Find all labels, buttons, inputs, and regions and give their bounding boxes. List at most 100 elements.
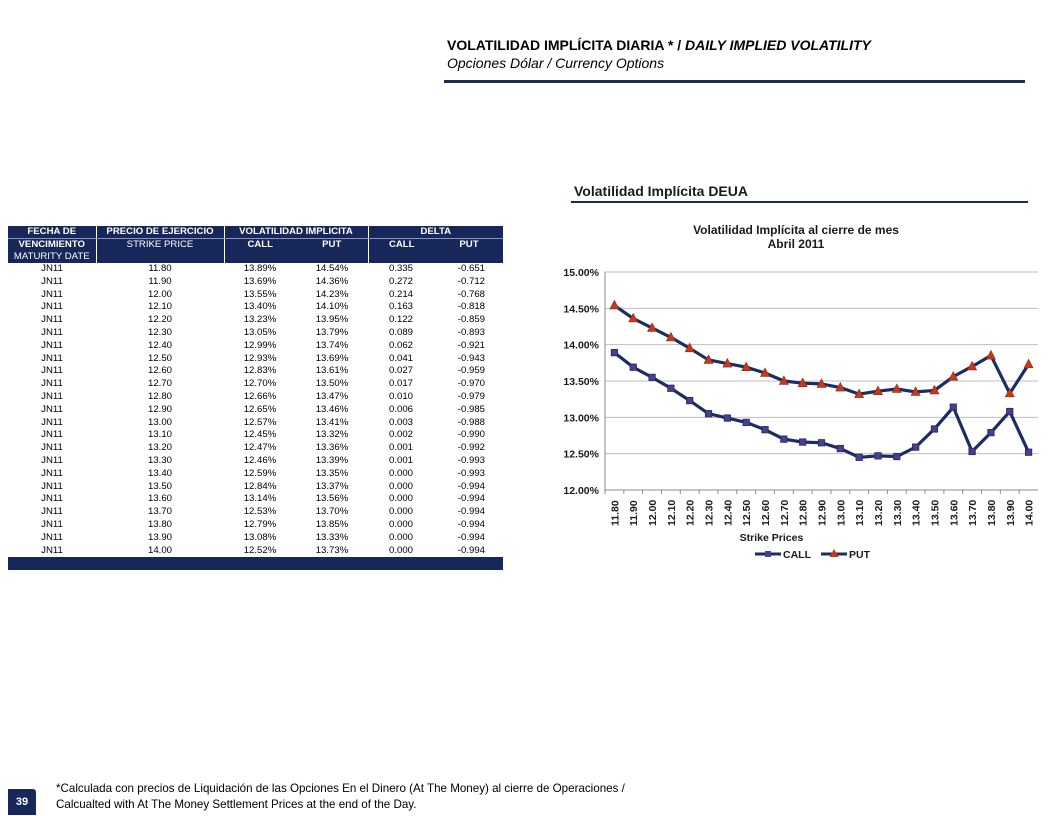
cell-strike: 13.70 (147, 506, 172, 518)
cell-delta-put: -0.993 (457, 454, 485, 466)
cell-delta-put: -0.970 (457, 378, 485, 390)
cell-vol-call: 12.45% (243, 429, 277, 441)
data-point-call (1006, 407, 1014, 416)
data-point-put (741, 361, 752, 371)
data-point-call (723, 414, 731, 422)
data-point-call (949, 403, 957, 411)
data-point-call (874, 452, 882, 460)
cell-strike: 12.70 (147, 378, 172, 390)
cell-vol-call: 12.47% (243, 442, 277, 454)
cell-strike: 12.00 (147, 288, 172, 300)
cell-maturity: JN11 (41, 531, 63, 543)
cell-maturity: JN11 (41, 288, 63, 300)
y-tick-label: 13.50% (563, 376, 599, 388)
data-point-call (893, 452, 901, 461)
cell-delta-put: -0.994 (457, 518, 485, 530)
cell-vol-call: 12.70% (243, 378, 277, 390)
header-delta-put: PUT (435, 238, 503, 251)
cell-vol-call: 12.99% (243, 339, 277, 351)
header-vol-put: PUT (296, 238, 368, 251)
footnote-line-2: Calcualted with At The Money Settlement … (56, 798, 417, 811)
cell-delta-call: 0.000 (389, 467, 414, 479)
cell-delta-put: -0.990 (457, 429, 485, 441)
table-row: JN11 13.70 12.53% 13.70% 0.000 -0.994 (8, 506, 503, 519)
y-tick-label: 14.50% (563, 303, 599, 315)
cell-vol-call: 12.66% (243, 390, 277, 402)
title-english: DAILY IMPLIED VOLATILITY (685, 37, 871, 53)
table-row: JN11 12.60 12.83% 13.61% 0.027 -0.959 (8, 365, 503, 378)
x-tick-label: 13.70 (967, 500, 979, 526)
table-row: JN11 12.50 12.93% 13.69% 0.041 -0.943 (8, 353, 503, 366)
data-point-put (703, 354, 714, 364)
cell-delta-put: -0.921 (457, 339, 485, 351)
cell-delta-call: 0.003 (389, 416, 414, 428)
y-tick-label: 12.50% (563, 449, 599, 461)
cell-maturity: JN11 (41, 339, 63, 351)
x-axis-label: Strike Prices (740, 532, 804, 544)
x-tick-label: 11.90 (628, 500, 640, 526)
cell-delta-call: 0.041 (389, 352, 414, 364)
table-row: JN11 12.90 12.65% 13.46% 0.006 -0.985 (8, 404, 503, 417)
table-row: JN11 13.10 12.45% 13.32% 0.002 -0.990 (8, 429, 503, 442)
cell-delta-call: 0.335 (389, 263, 414, 274)
cell-maturity: JN11 (41, 429, 63, 441)
cell-delta-put: -0.651 (457, 263, 485, 274)
data-point-call (648, 373, 656, 381)
cell-maturity: JN11 (41, 301, 63, 313)
cell-vol-call: 12.84% (243, 480, 277, 492)
cell-delta-call: 0.006 (389, 403, 414, 415)
cell-delta-call: 0.062 (389, 339, 414, 351)
cell-delta-put: -0.959 (457, 365, 485, 377)
page-number: 39 (8, 789, 36, 815)
data-point-call (836, 444, 844, 453)
cell-delta-put: -0.992 (457, 442, 485, 454)
chart-section-title: Volatilidad Implícita DEUA (574, 183, 748, 199)
cell-strike: 12.40 (147, 339, 172, 351)
cell-vol-put: 14.36% (315, 275, 349, 287)
cell-delta-call: 0.001 (389, 454, 414, 466)
cell-strike: 13.30 (147, 454, 172, 466)
data-point-put (891, 383, 902, 393)
cell-delta-call: 0.010 (389, 390, 414, 402)
x-tick-label: 12.00 (647, 500, 659, 526)
chart-subtitle: Abril 2011 (768, 237, 825, 251)
data-point-put (760, 367, 771, 377)
cell-maturity: JN11 (41, 263, 63, 274)
cell-delta-call: 0.089 (389, 326, 414, 338)
cell-maturity: JN11 (41, 275, 63, 287)
cell-vol-call: 12.53% (243, 506, 277, 518)
cell-strike: 13.00 (147, 416, 172, 428)
table-row: JN11 12.40 12.99% 13.74% 0.062 -0.921 (8, 340, 503, 353)
table-row: JN11 13.40 12.59% 13.35% 0.000 -0.993 (8, 468, 503, 481)
table-row: JN11 13.60 13.14% 13.56% 0.000 -0.994 (8, 493, 503, 506)
chart-title: Volatilidad Implícita al cierre de mes (693, 223, 899, 237)
cell-vol-put: 13.35% (315, 467, 349, 479)
volatility-chart: Volatilidad Implícita al cierre de mesAb… (563, 223, 1038, 561)
header-date: FECHA DE (8, 226, 96, 239)
x-tick-label: 13.40 (911, 500, 923, 526)
cell-delta-put: -0.994 (457, 480, 485, 492)
x-tick-label: 13.00 (835, 500, 847, 526)
table-row: JN11 13.50 12.84% 13.37% 0.000 -0.994 (8, 481, 503, 494)
cell-delta-put: -0.943 (457, 352, 485, 364)
data-point-put (854, 388, 865, 398)
data-point-put (1023, 358, 1034, 369)
table-row: JN11 12.70 12.70% 13.50% 0.017 -0.970 (8, 378, 503, 391)
data-point-call (817, 439, 826, 447)
table-row: JN11 13.00 12.57% 13.41% 0.003 -0.988 (8, 417, 503, 430)
cell-vol-put: 13.70% (315, 506, 349, 518)
data-point-call (610, 349, 619, 357)
legend-label-call: CALL (783, 549, 812, 561)
cell-vol-put: 14.23% (315, 288, 349, 300)
x-tick-label: 12.80 (798, 500, 810, 526)
cell-vol-put: 13.85% (315, 518, 349, 530)
cell-vol-put: 13.46% (315, 403, 349, 415)
cell-maturity: JN11 (41, 493, 63, 505)
cell-maturity: JN11 (41, 544, 63, 556)
cell-delta-put: -0.985 (457, 403, 485, 415)
cell-maturity: JN11 (41, 467, 63, 479)
cell-strike: 13.80 (147, 518, 172, 530)
chart-section-divider (571, 201, 1028, 203)
data-point-put (929, 384, 940, 395)
title-spanish: VOLATILIDAD IMPLÍCITA DIARIA * / (447, 37, 685, 53)
